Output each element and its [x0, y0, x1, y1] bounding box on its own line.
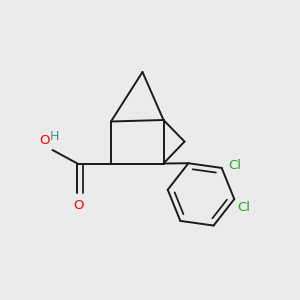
- Text: Cl: Cl: [237, 201, 250, 214]
- Text: O: O: [73, 199, 83, 212]
- Text: O: O: [39, 134, 50, 147]
- Text: H: H: [50, 130, 59, 142]
- Text: Cl: Cl: [228, 159, 241, 172]
